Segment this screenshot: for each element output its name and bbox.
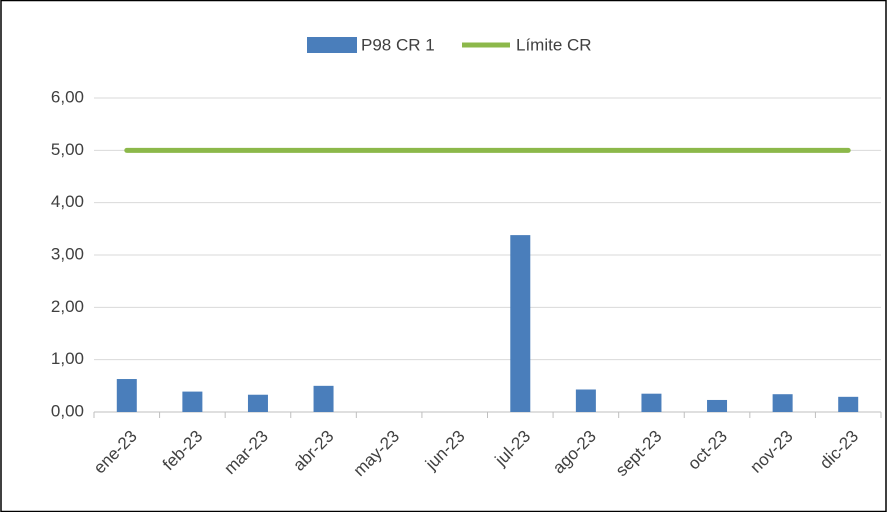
bar [575, 389, 596, 412]
y-tick-label: 0,00 [51, 401, 84, 420]
y-tick-label: 1,00 [51, 349, 84, 368]
bar [247, 394, 268, 412]
bar [641, 393, 662, 412]
legend-swatch [307, 37, 357, 53]
y-tick-label: 4,00 [51, 192, 84, 211]
bar [707, 399, 728, 412]
bar [510, 235, 531, 412]
legend-label: P98 CR 1 [361, 35, 435, 54]
bar [182, 391, 203, 412]
bar [116, 379, 137, 412]
bar [313, 385, 334, 412]
legend-label: Límite CR [516, 35, 592, 54]
y-tick-label: 6,00 [51, 87, 84, 106]
y-tick-label: 2,00 [51, 297, 84, 316]
y-tick-label: 3,00 [51, 244, 84, 263]
bar [838, 396, 859, 412]
y-tick-label: 5,00 [51, 140, 84, 159]
bar [772, 394, 793, 412]
